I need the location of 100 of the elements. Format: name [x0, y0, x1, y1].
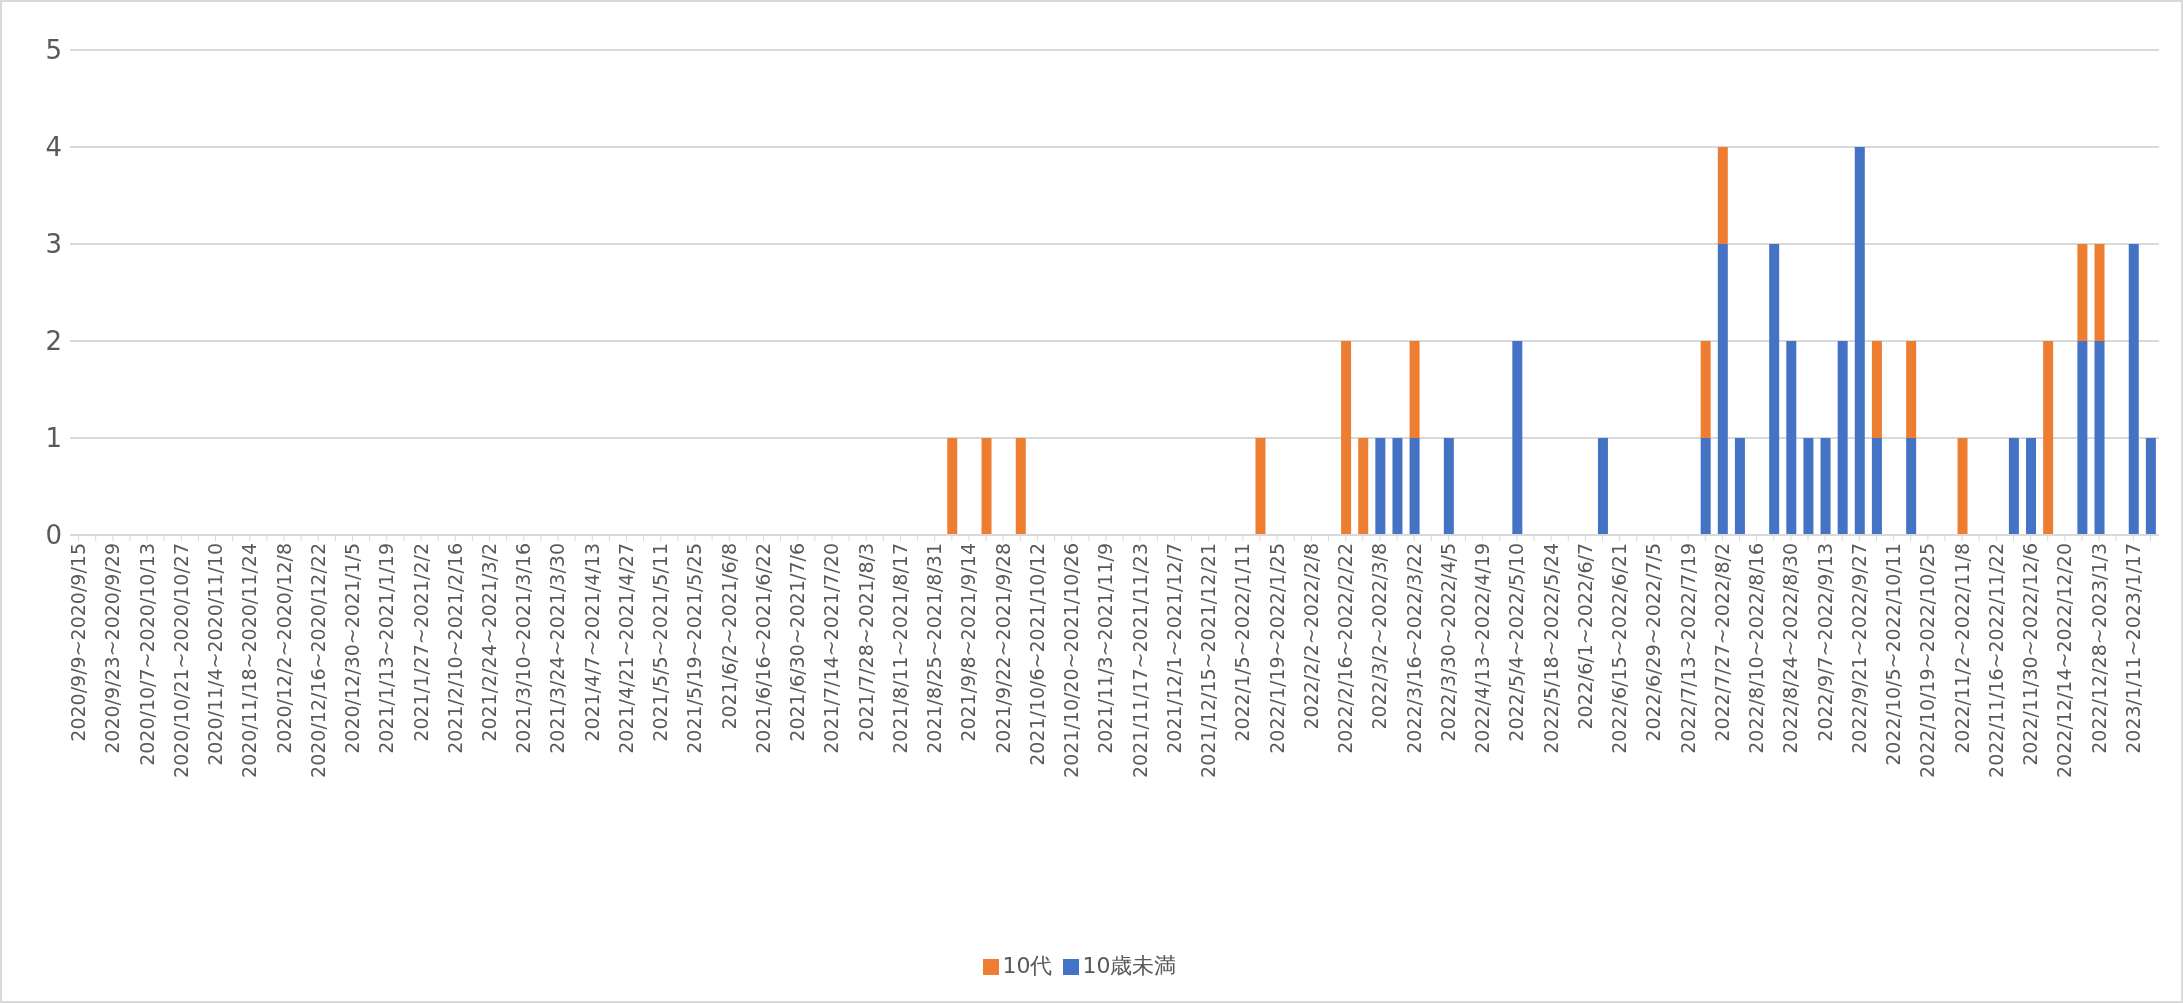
bar — [1837, 341, 1848, 535]
bar — [1803, 438, 1814, 535]
x-tick-label: 2021/6/16~2021/6/22 — [751, 543, 774, 754]
x-tick-label: 2021/2/24~2021/3/2 — [478, 543, 500, 742]
x-tick-label: 2020/9/23~2020/9/29 — [101, 543, 124, 754]
x-tick-label: 2022/6/29~2022/7/5 — [1642, 543, 1665, 742]
x-tick-label: 2021/11/17~2021/11/23 — [1128, 543, 1151, 778]
bar — [947, 438, 958, 535]
bar — [1341, 341, 1352, 535]
x-tick-label: 2022/3/16~2022/3/22 — [1402, 543, 1425, 754]
bar — [1717, 147, 1728, 244]
x-tick-label: 2020/10/7~2020/10/13 — [135, 543, 158, 766]
x-tick-label: 2021/3/10~2021/3/16 — [512, 543, 535, 754]
x-tick-label: 2022/12/14~2022/12/20 — [2053, 543, 2076, 778]
x-tick-label: 2020/12/30~2021/1/5 — [341, 543, 364, 754]
legend-label: 10代 — [1002, 953, 1053, 978]
x-tick-label: 2022/1/5~2022/1/11 — [1231, 543, 1254, 742]
x-tick-label: 2022/6/1~2022/6/7 — [1573, 543, 1596, 730]
bar — [2077, 341, 2088, 535]
x-tick-label: 2021/1/13~2021/1/19 — [375, 543, 398, 754]
bar — [1597, 438, 1608, 535]
x-tick-label: 2022/4/13~2022/4/19 — [1471, 543, 1494, 754]
x-tick-label: 2021/6/2~2021/6/8 — [717, 543, 740, 730]
x-tick-label: 2022/10/5~2022/10/11 — [1882, 543, 1905, 766]
x-tick-label: 2022/8/24~2022/8/30 — [1779, 543, 1802, 754]
bar — [2145, 438, 2156, 535]
bar — [1906, 438, 1917, 535]
bar — [1957, 438, 1968, 535]
bar — [2043, 341, 2054, 535]
bar — [1769, 244, 1780, 535]
bar — [1820, 438, 1831, 535]
bar — [1015, 438, 1026, 535]
x-tick-label: 2021/10/6~2021/10/12 — [1025, 543, 1048, 766]
x-tick-label: 2021/7/28~2021/8/3 — [854, 543, 877, 742]
x-tick-label: 2021/9/8~2021/9/14 — [957, 543, 980, 742]
x-tick-label: 2020/11/18~2020/11/24 — [238, 543, 261, 778]
x-tick-label: 2022/2/2~2022/2/8 — [1299, 543, 1322, 730]
x-tick-label: 2021/6/30~2021/7/6 — [786, 543, 809, 742]
x-tick-label: 2022/7/13~2022/7/19 — [1676, 543, 1699, 754]
bar — [1734, 438, 1745, 535]
bar — [1700, 341, 1711, 438]
bar — [2026, 438, 2037, 535]
y-tick-label: 1 — [45, 423, 62, 454]
x-tick-label: 2021/3/24~2021/3/30 — [546, 543, 569, 754]
x-tick-label: 2021/5/5~2021/5/11 — [649, 543, 672, 742]
bar — [1358, 438, 1369, 535]
bar — [1717, 244, 1728, 535]
x-tick-label: 2021/2/10~2021/2/16 — [443, 543, 466, 754]
x-tick-label: 2021/4/21~2021/4/27 — [614, 543, 637, 754]
bar — [981, 438, 992, 535]
bar — [2128, 244, 2139, 535]
bar — [1409, 341, 1420, 438]
bar — [1906, 341, 1917, 438]
x-tick-label: 2021/12/15~2021/12/21 — [1197, 543, 1220, 778]
bar — [2094, 341, 2105, 535]
x-tick-label: 2020/12/2~2020/12/8 — [272, 543, 295, 754]
bar — [2008, 438, 2019, 535]
x-tick-label: 2022/11/16~2022/11/22 — [1984, 543, 2007, 778]
x-tick-label: 2021/4/7~2021/4/13 — [580, 543, 603, 742]
x-tick-label: 2023/1/11~2023/1/17 — [2121, 543, 2144, 754]
bar — [1409, 438, 1420, 535]
x-tick-label: 2022/6/15~2022/6/21 — [1608, 543, 1631, 754]
bar — [1854, 147, 1865, 535]
x-tick-label: 2020/9/9~2020/9/15 — [67, 543, 90, 742]
x-tick-label: 2021/11/3~2021/11/9 — [1094, 543, 1117, 754]
x-tick-label: 2021/10/20~2021/10/26 — [1060, 543, 1083, 778]
x-tick-label: 2020/12/16~2020/12/22 — [306, 543, 329, 778]
x-tick-label: 2021/8/25~2021/8/31 — [923, 543, 946, 754]
x-tick-label: 2020/11/4~2020/11/10 — [204, 543, 227, 766]
x-tick-label: 2021/8/11~2021/8/17 — [888, 543, 911, 754]
x-tick-label: 2022/12/28~2023/1/3 — [2087, 543, 2110, 754]
legend-label: 10歳未満 — [1082, 953, 1177, 978]
x-tick-label: 2020/10/21~2020/10/27 — [169, 543, 192, 778]
x-tick-label: 2021/12/1~2021/12/7 — [1162, 543, 1185, 754]
bar — [1871, 438, 1882, 535]
x-tick-label: 2022/5/18~2022/5/24 — [1539, 543, 1562, 754]
x-tick-label: 2022/8/10~2022/8/16 — [1745, 543, 1768, 754]
x-tick-label: 2022/7/27~2022/8/2 — [1710, 543, 1733, 742]
x-tick-label: 2021/9/22~2021/9/28 — [991, 543, 1014, 754]
x-tick-label: 2022/1/19~2022/1/25 — [1265, 543, 1288, 754]
x-tick-label: 2021/5/19~2021/5/25 — [683, 543, 706, 754]
x-tick-label: 2022/5/4~2022/5/10 — [1505, 543, 1528, 742]
x-tick-label: 2022/10/19~2022/10/25 — [1916, 543, 1939, 778]
bar — [1700, 438, 1711, 535]
y-tick-label: 2 — [45, 326, 62, 357]
x-tick-label: 2022/11/30~2022/12/6 — [2019, 543, 2042, 766]
x-tick-label: 2021/1/27~2021/2/2 — [409, 543, 432, 742]
x-tick-label: 2022/2/16~2022/2/22 — [1334, 543, 1357, 754]
y-tick-label: 3 — [45, 229, 62, 260]
bar — [2077, 244, 2088, 341]
y-tick-label: 5 — [45, 35, 62, 66]
bar — [2094, 244, 2105, 341]
bar — [1375, 438, 1386, 535]
bar — [1512, 341, 1523, 535]
bar — [1443, 438, 1454, 535]
x-tick-label: 2022/11/2~2022/11/8 — [1950, 543, 1973, 754]
x-tick-label: 2021/7/14~2021/7/20 — [820, 543, 843, 754]
y-tick-label: 4 — [45, 132, 62, 163]
bar — [1392, 438, 1403, 535]
x-tick-label: 2022/9/7~2022/9/13 — [1813, 543, 1836, 742]
